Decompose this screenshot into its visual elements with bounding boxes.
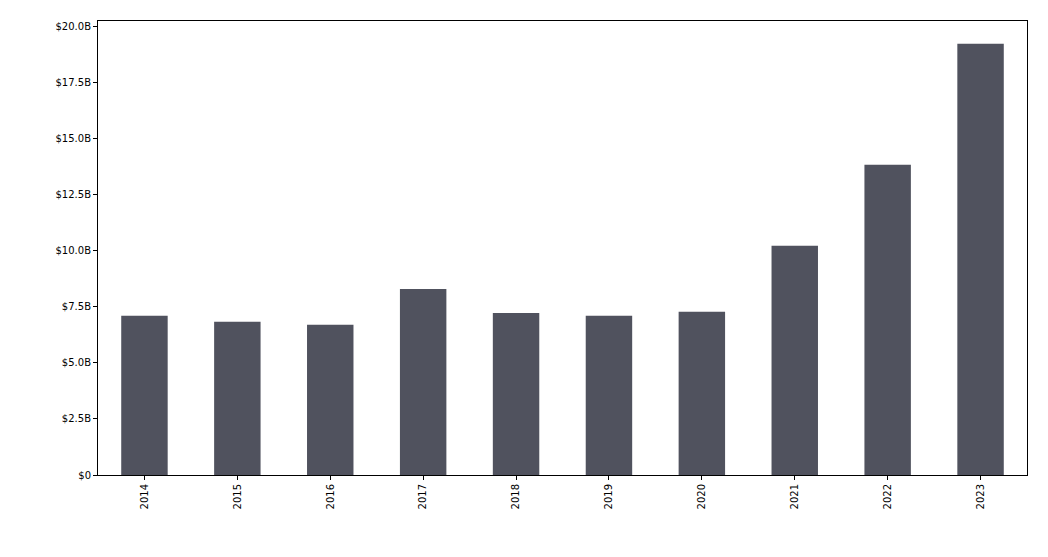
svg-text:2016: 2016 xyxy=(325,484,336,509)
svg-text:$2.5B: $2.5B xyxy=(62,413,91,424)
svg-text:2023: 2023 xyxy=(975,484,986,509)
svg-text:$12.5B: $12.5B xyxy=(56,189,92,200)
svg-text:$0: $0 xyxy=(78,470,91,481)
svg-text:$5.0B: $5.0B xyxy=(62,357,91,368)
svg-text:2020: 2020 xyxy=(696,484,707,509)
svg-text:2015: 2015 xyxy=(232,484,243,509)
svg-text:2019: 2019 xyxy=(603,484,614,509)
svg-text:$7.5B: $7.5B xyxy=(62,301,91,312)
svg-text:$15.0B: $15.0B xyxy=(56,133,92,144)
svg-text:2021: 2021 xyxy=(789,484,800,509)
svg-text:$17.5B: $17.5B xyxy=(56,77,92,88)
svg-text:$10.0B: $10.0B xyxy=(56,245,92,256)
svg-text:2017: 2017 xyxy=(417,484,428,509)
svg-text:2022: 2022 xyxy=(882,484,893,509)
svg-text:2014: 2014 xyxy=(139,484,150,509)
svg-text:$20.0B: $20.0B xyxy=(56,21,92,32)
svg-text:2018: 2018 xyxy=(510,484,521,509)
